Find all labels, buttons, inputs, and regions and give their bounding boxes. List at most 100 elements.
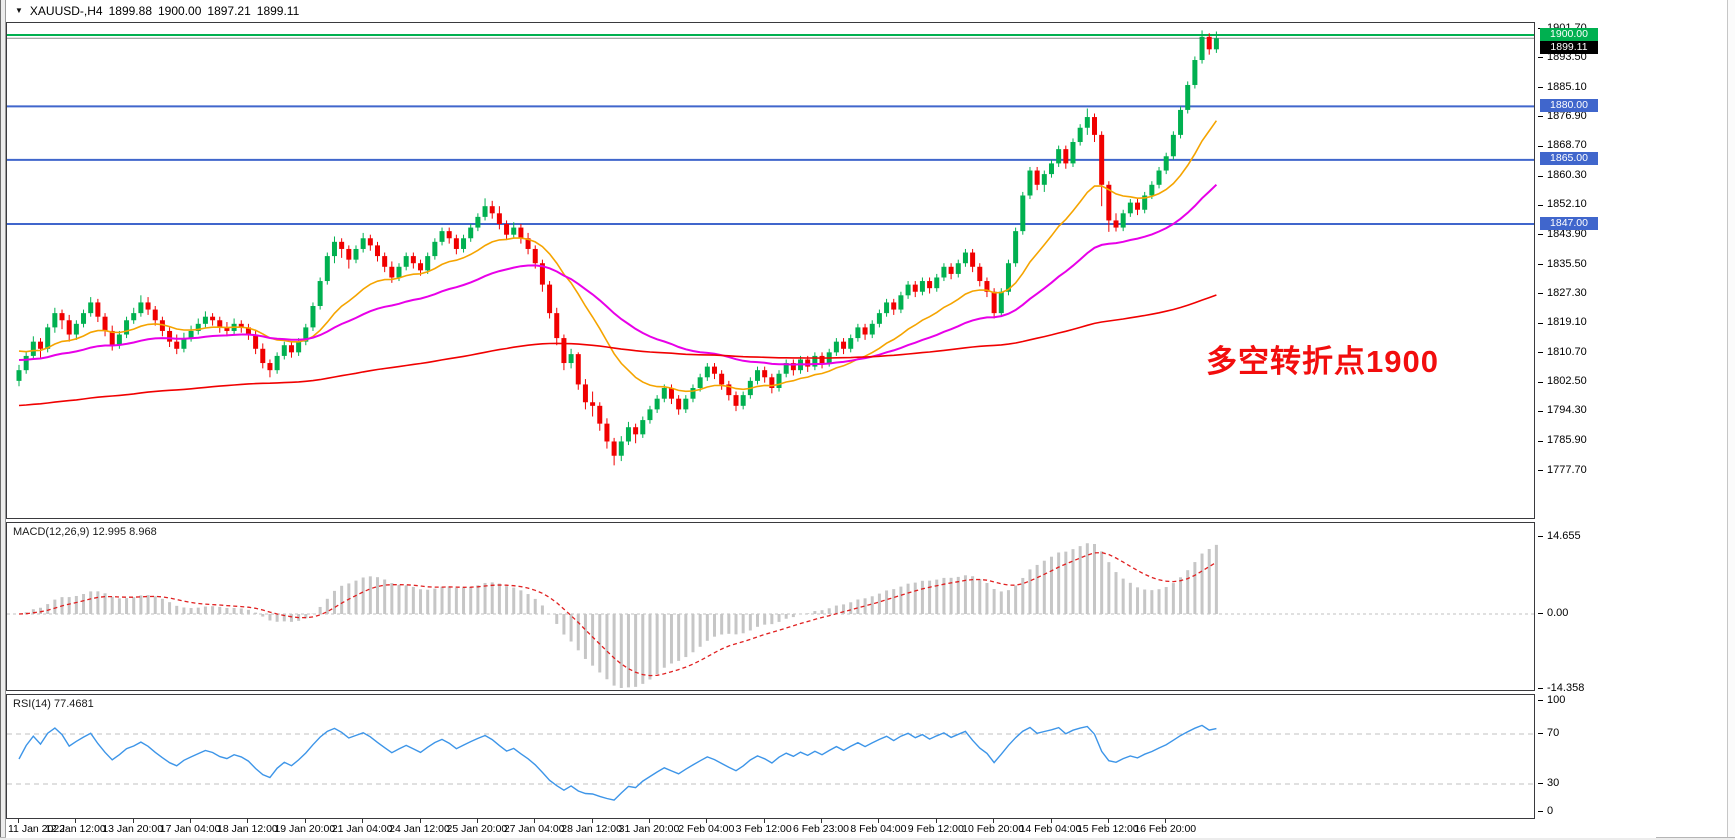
- price-tick: [1538, 204, 1543, 206]
- time-tick: [132, 819, 134, 823]
- macd-axis[interactable]: 14.655 0.00 -14.358: [1537, 522, 1735, 694]
- time-tick-label: 13 Jan 20:00: [102, 823, 164, 835]
- rsi-tick: [1538, 700, 1543, 701]
- time-tick-label: 25 Jan 20:00: [446, 823, 508, 835]
- price-level-label-1847.00: 1847.00: [1540, 216, 1598, 230]
- price-tick: [1538, 440, 1543, 442]
- price-level-label-1865.00: 1865.00: [1540, 152, 1598, 166]
- macd-tick: [1538, 536, 1543, 537]
- time-tick-label: 6 Feb 23:00: [792, 823, 850, 835]
- time-tick-label: 9 Feb 12:00: [907, 823, 964, 835]
- macd-tick: [1538, 613, 1543, 614]
- price-tick: [1538, 352, 1543, 354]
- candlesticks: [16, 30, 1219, 466]
- price-tick: [1538, 264, 1543, 265]
- ma-fast-orange: [18, 120, 1218, 393]
- price-tick: [1538, 410, 1543, 412]
- rsi-tick-label: 30: [1547, 776, 1560, 789]
- time-tick-label: 21 Jan 04:00: [331, 823, 393, 835]
- candlestick-chart[interactable]: [7, 23, 1534, 518]
- time-tick: [419, 819, 421, 823]
- rsi-tick: [1538, 811, 1543, 812]
- price-chart-panel[interactable]: [6, 22, 1535, 519]
- rsi-line: [18, 724, 1217, 801]
- price-tick-label: 1885.10: [1547, 80, 1587, 93]
- time-tick-label: 15 Feb 12:00: [1076, 823, 1139, 835]
- price-tick-label: 1785.90: [1547, 434, 1587, 447]
- price-tick: [1538, 57, 1543, 59]
- price-tick: [1538, 293, 1543, 295]
- time-tick: [476, 819, 478, 823]
- time-tick: [763, 819, 765, 823]
- symbol-dropdown-icon[interactable]: ▼: [15, 6, 23, 15]
- time-tick-label: 14 Feb 04:00: [1019, 823, 1082, 835]
- ma-slow-red: [18, 294, 1217, 407]
- time-tick: [993, 819, 995, 823]
- price-axis[interactable]: 1901.701893.501885.101876.901868.701860.…: [1537, 22, 1735, 519]
- window-right-border: [1727, 0, 1735, 839]
- macd-chart[interactable]: [7, 523, 1534, 690]
- time-tick: [1107, 819, 1109, 823]
- bar-close-value: 1899.11: [256, 3, 300, 18]
- bar-open-value: 1899.88: [108, 3, 152, 18]
- time-tick: [821, 819, 822, 823]
- price-tick-label: 1876.90: [1547, 109, 1587, 122]
- price-tick: [1538, 175, 1543, 177]
- price-tick-label: 1843.90: [1547, 227, 1587, 240]
- time-tick: [190, 819, 192, 823]
- time-tick: [591, 819, 593, 823]
- time-tick: [247, 819, 249, 823]
- chart-header: ▼ XAUUSD-,H4 1899.88 1900.00 1897.21 189…: [6, 0, 1526, 21]
- price-tick: [1538, 116, 1543, 118]
- ma-mid-magenta: [18, 183, 1218, 366]
- time-tick: [304, 819, 306, 823]
- price-level-label-1900.00: 1900.00: [1540, 27, 1598, 41]
- price-tick: [1538, 470, 1543, 472]
- time-tick-label: 17 Jan 04:00: [159, 823, 221, 835]
- time-tick: [706, 819, 708, 823]
- macd-tick: [1538, 688, 1543, 689]
- time-tick: [362, 819, 364, 823]
- time-tick: [649, 819, 650, 823]
- time-axis[interactable]: 11 Jan 2022 12 Jan 12:00 13 Jan 20:00 17 Ja…: [6, 819, 1656, 838]
- time-tick-label: 28 Jan 12:00: [561, 823, 622, 835]
- rsi-tick-label: 70: [1547, 726, 1560, 739]
- rsi-chart[interactable]: [7, 695, 1534, 818]
- current-price-label: 1899.11: [1540, 41, 1598, 54]
- time-tick: [18, 819, 19, 823]
- time-tick: [1165, 819, 1167, 823]
- time-tick: [534, 819, 536, 823]
- rsi-panel[interactable]: RSI(14) 77.4681: [6, 694, 1535, 819]
- price-tick: [1538, 145, 1543, 147]
- price-tick-label: 1868.70: [1547, 139, 1587, 152]
- time-tick: [1050, 819, 1052, 823]
- macd-signal-line: [18, 551, 1217, 677]
- rsi-tick-label: 100: [1547, 693, 1566, 706]
- time-tick-label: 18 Jan 12:00: [217, 823, 278, 835]
- price-tick-label: 1852.10: [1547, 198, 1587, 211]
- annotation-text[interactable]: 多空转折点1900: [1206, 344, 1439, 379]
- price-tick: [1538, 234, 1543, 236]
- rsi-axis[interactable]: 100 70 30 0: [1537, 694, 1735, 819]
- rsi-tick-label: 0: [1547, 804, 1554, 817]
- price-tick-label: 1827.30: [1547, 286, 1587, 299]
- price-tick: [1538, 322, 1543, 324]
- time-tick-label: 2 Feb 04:00: [678, 823, 735, 835]
- price-tick-label: 1860.30: [1547, 169, 1587, 182]
- price-level-label-1880.00: 1880.00: [1540, 98, 1598, 112]
- time-tick: [935, 819, 937, 823]
- price-tick-label: 1810.70: [1547, 345, 1587, 358]
- rsi-tick: [1538, 783, 1543, 784]
- bar-low-value: 1897.21: [207, 3, 251, 18]
- price-tick-label: 1835.50: [1547, 257, 1587, 270]
- bar-high-value: 1900.00: [158, 3, 202, 18]
- window-left-border: [0, 0, 6, 839]
- macd-panel[interactable]: MACD(12,26,9) 12.995 8.968: [6, 522, 1535, 691]
- time-tick: [75, 819, 77, 823]
- time-tick-label: 10 Feb 20:00: [962, 823, 1025, 835]
- rsi-tick: [1538, 733, 1543, 734]
- time-tick-label: 8 Feb 04:00: [850, 823, 907, 835]
- time-tick-label: 16 Feb 20:00: [1134, 823, 1197, 835]
- time-tick-label: 31 Jan 20:00: [618, 823, 680, 835]
- macd-tick-label: 0.00: [1547, 606, 1569, 619]
